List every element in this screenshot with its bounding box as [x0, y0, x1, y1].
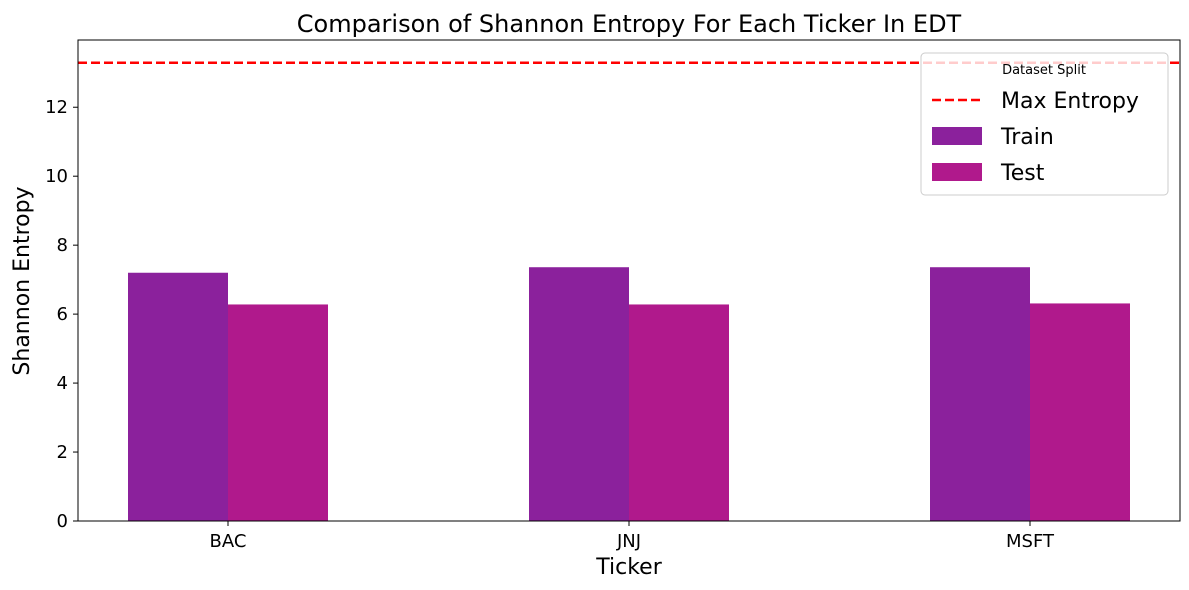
bar-test-jnj	[629, 304, 729, 521]
x-tick-label-jnj: JNJ	[616, 531, 641, 552]
x-tick-label-bac: BAC	[210, 531, 247, 552]
y-tick-label: 0	[57, 511, 68, 532]
bar-train-bac	[128, 272, 228, 521]
y-tick-label: 4	[57, 373, 68, 394]
chart-title: Comparison of Shannon Entropy For Each T…	[297, 10, 962, 38]
bar-train-msft	[930, 267, 1030, 521]
x-axis-label: Ticker	[595, 555, 662, 580]
legend-label-train: Train	[1000, 125, 1054, 150]
bars-layer	[128, 267, 1130, 521]
legend-frame	[920, 52, 1169, 196]
y-tick-label: 6	[57, 304, 68, 325]
x-tick-label-msft: MSFT	[1006, 531, 1055, 552]
y-tick-label: 10	[45, 166, 68, 187]
legend-label-max-entropy: Max Entropy	[1001, 89, 1139, 114]
legend-swatch-test	[932, 163, 982, 181]
legend-title: Dataset Split	[1002, 63, 1086, 78]
legend-swatch-train	[932, 127, 982, 145]
bar-train-jnj	[529, 267, 629, 521]
bar-test-msft	[1030, 303, 1130, 521]
y-axis: 0 2 4 6 8 10 12	[45, 97, 78, 532]
y-tick-label: 12	[45, 97, 68, 118]
x-axis: BAC JNJ MSFT	[210, 521, 1055, 552]
y-tick-label: 2	[57, 442, 68, 463]
y-axis-label: Shannon Entropy	[10, 186, 35, 375]
y-tick-label: 8	[57, 235, 68, 256]
bar-test-bac	[228, 304, 328, 521]
legend-label-test: Test	[1000, 161, 1045, 186]
legend: Dataset Split Max Entropy Train Test	[920, 52, 1169, 196]
